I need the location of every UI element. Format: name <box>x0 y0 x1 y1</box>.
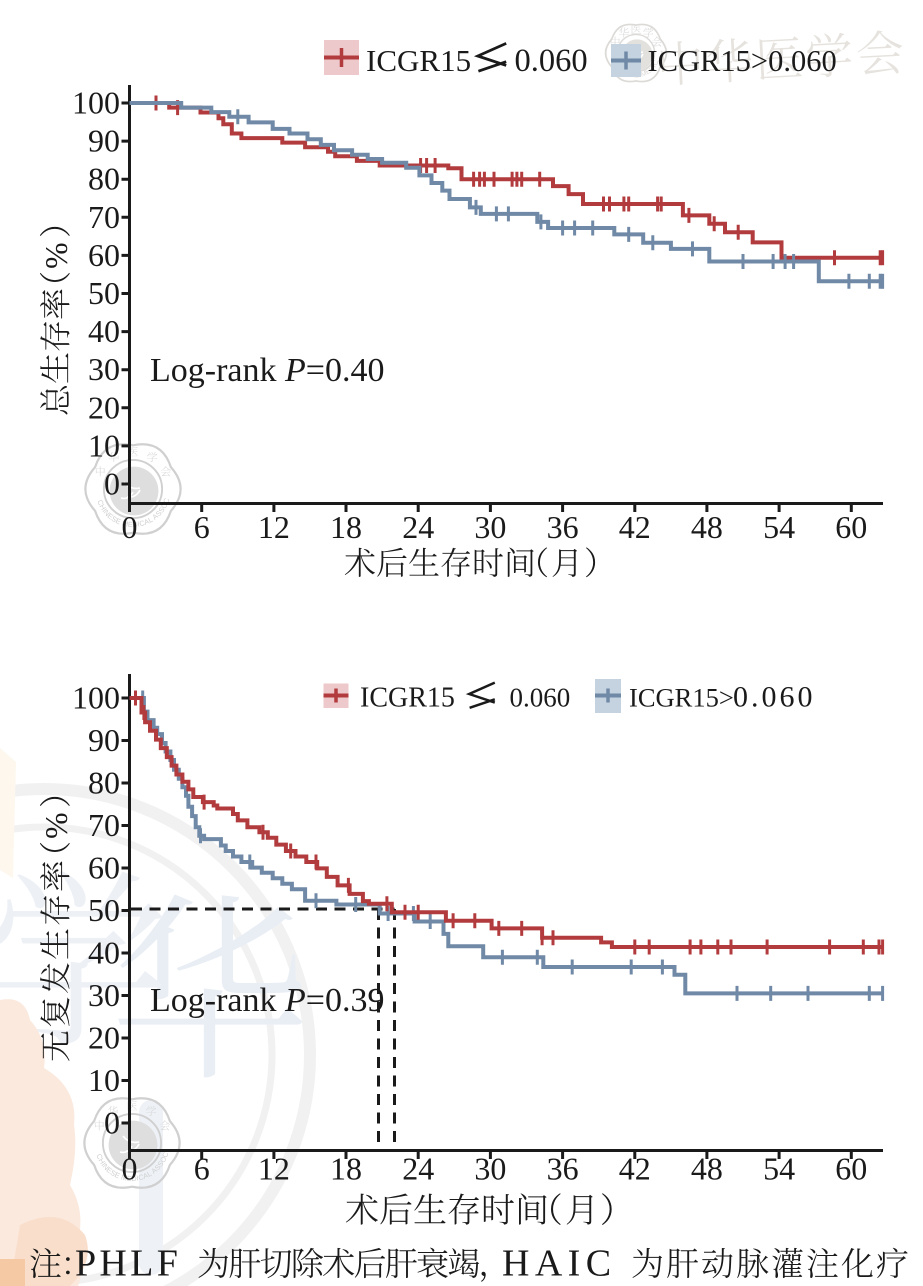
svg-text:54: 54 <box>763 509 795 545</box>
svg-text:36: 36 <box>547 1151 579 1187</box>
svg-text:40: 40 <box>88 935 120 971</box>
svg-text:30: 30 <box>474 509 506 545</box>
svg-text:6: 6 <box>194 509 210 545</box>
svg-text:60: 60 <box>88 850 120 886</box>
svg-text:18: 18 <box>330 1151 362 1187</box>
svg-text:80: 80 <box>88 161 120 197</box>
svg-text:54: 54 <box>763 1151 795 1187</box>
svg-text:36: 36 <box>547 509 579 545</box>
svg-text:0: 0 <box>104 466 120 502</box>
svg-text:6: 6 <box>194 1151 210 1187</box>
svg-text:HAIC: HAIC <box>502 1243 617 1285</box>
svg-text:0.060: 0.060 <box>515 43 588 79</box>
svg-text:0.060: 0.060 <box>510 683 571 713</box>
svg-text:100: 100 <box>72 680 120 716</box>
svg-text:0: 0 <box>122 1151 138 1187</box>
svg-text:30: 30 <box>474 1151 506 1187</box>
svg-text:0: 0 <box>104 1105 120 1141</box>
svg-text:0.060: 0.060 <box>733 681 816 714</box>
svg-text:48: 48 <box>691 509 723 545</box>
svg-text:60: 60 <box>835 1151 867 1187</box>
svg-text:20: 20 <box>88 1020 120 1056</box>
svg-text:90: 90 <box>88 123 120 159</box>
svg-text:24: 24 <box>402 509 434 545</box>
svg-text:10: 10 <box>88 427 120 463</box>
svg-text:ICGR15: ICGR15 <box>366 43 471 78</box>
svg-text:PHLF: PHLF <box>75 1243 181 1285</box>
svg-text:80: 80 <box>88 765 120 801</box>
svg-text:12: 12 <box>258 509 290 545</box>
svg-text:70: 70 <box>88 199 120 235</box>
svg-text:50: 50 <box>88 275 120 311</box>
svg-text:24: 24 <box>402 1151 434 1187</box>
svg-text:0: 0 <box>122 509 138 545</box>
svg-text:30: 30 <box>88 977 120 1013</box>
svg-text:18: 18 <box>330 509 362 545</box>
svg-text:60: 60 <box>835 509 867 545</box>
svg-text:42: 42 <box>619 509 651 545</box>
svg-text:40: 40 <box>88 313 120 349</box>
svg-text:48: 48 <box>691 1151 723 1187</box>
svg-text:%: % <box>38 812 74 839</box>
svg-text:10: 10 <box>88 1062 120 1098</box>
svg-text:42: 42 <box>619 1151 651 1187</box>
svg-text:90: 90 <box>88 722 120 758</box>
svg-text:60: 60 <box>88 237 120 273</box>
svg-text:ICGR15: ICGR15 <box>360 683 455 714</box>
svg-text:Log-rank P=0.40: Log-rank P=0.40 <box>150 352 384 389</box>
svg-text:Log-rank P=0.39: Log-rank P=0.39 <box>150 982 384 1019</box>
svg-text:ICGR15>: ICGR15> <box>629 683 734 713</box>
svg-text:50: 50 <box>88 892 120 928</box>
svg-text:100: 100 <box>72 85 120 121</box>
svg-text:12: 12 <box>258 1151 290 1187</box>
svg-text:20: 20 <box>88 389 120 425</box>
svg-text:%: % <box>38 242 74 269</box>
svg-text:70: 70 <box>88 807 120 843</box>
svg-text:30: 30 <box>88 351 120 387</box>
svg-text:ICGR15>0.060: ICGR15>0.060 <box>648 44 837 78</box>
